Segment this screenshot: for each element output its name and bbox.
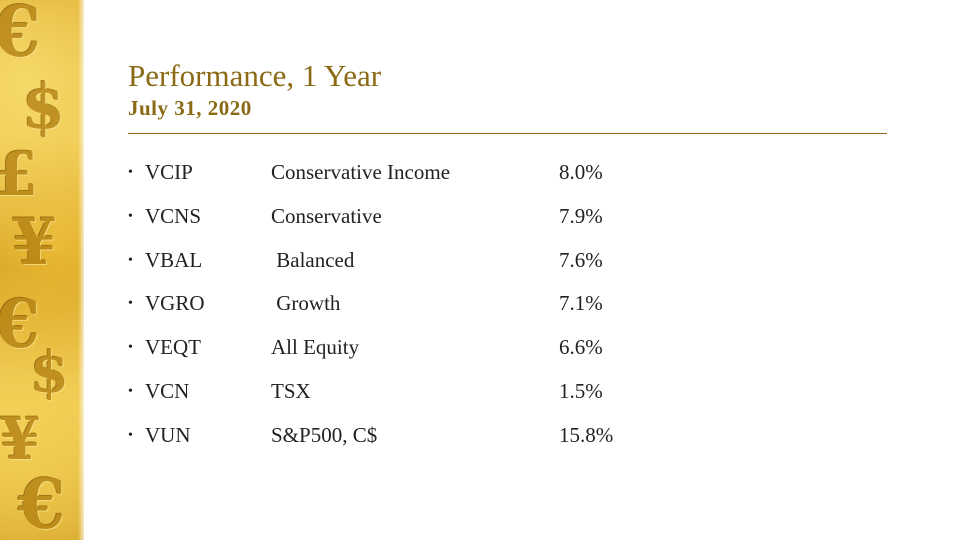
bullet: • [128,383,133,399]
list-item: • VBAL Balanced 7.6% [128,240,828,284]
fund-return: 7.1% [559,291,603,316]
fund-name: Balanced [271,247,355,272]
yen-icon: ¥ [0,405,41,473]
fund-return: 15.8% [559,422,614,447]
fund-return: 7.6% [559,247,603,272]
fund-ticker: VCIP [145,160,193,184]
list-item: • VEQT All Equity 6.6% [128,327,828,371]
list-item: • VCN TSX 1.5% [128,371,828,415]
euro-icon: € [0,0,41,73]
dollar-icon: $ [22,70,66,143]
fund-return: 7.9% [559,203,603,228]
euro-icon: € [18,465,66,540]
yen-icon: ¥ [12,205,57,280]
fund-ticker: VUN [145,422,191,447]
bullet: • [128,208,133,224]
bullet: • [128,340,133,356]
fund-ticker: VCNS [145,203,202,228]
fund-ticker: VBAL [145,247,203,272]
list-item: • VUN S&P500, C$ 15.8% [128,415,828,459]
fund-return: 8.0% [559,160,603,184]
title-divider [128,133,887,134]
fund-ticker: VCN [145,378,190,403]
pound-icon: £ [0,140,38,210]
fund-performance-list: • VCIP Conservative Income 8.0% • VCNS C… [128,152,828,459]
fund-name: All Equity [271,335,360,360]
slide-title: Performance, 1 Year [128,58,382,93]
fund-ticker: VGRO [145,291,205,316]
list-item: • VCIP Conservative Income 8.0% [128,152,828,196]
bullet: • [128,252,133,268]
currency-symbol-band: € $ £ ¥ € $ ¥ € [0,0,84,540]
fund-ticker: VEQT [145,335,201,360]
fund-name: S&P500, C$ [271,422,378,447]
fund-name: Growth [271,291,341,316]
bullet: • [128,427,133,443]
fund-return: 6.6% [559,335,603,360]
list-item: • VCNS Conservative 7.9% [128,196,828,240]
fund-name: Conservative Income [271,160,451,184]
fund-return: 1.5% [559,378,603,403]
slide-subtitle: July 31, 2020 [128,96,252,120]
bullet: • [128,296,133,312]
bullet: • [128,165,133,180]
dollar-icon: $ [30,340,69,406]
fund-name: TSX [271,378,311,403]
euro-icon: € [0,285,40,363]
fund-name: Conservative [271,203,382,228]
list-item: • VGRO Growth 7.1% [128,283,828,327]
